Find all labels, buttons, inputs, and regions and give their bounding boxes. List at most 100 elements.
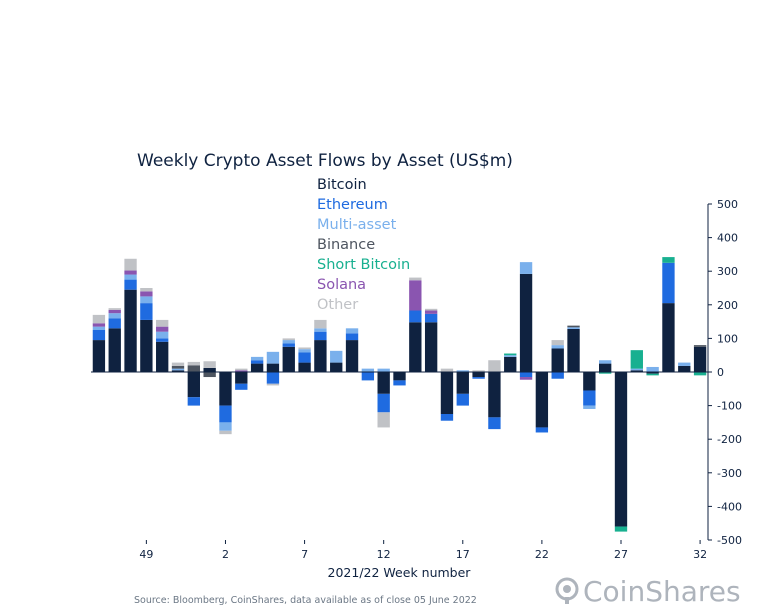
bar-week-4-solana — [140, 291, 153, 297]
bar-week-7-bitcoin — [187, 372, 200, 398]
bar-week-4-other — [140, 288, 153, 292]
y-tick-label: -500 — [717, 534, 742, 547]
bar-week-13-other — [282, 338, 295, 341]
bar-week-22-solana — [424, 310, 438, 314]
bar-week-36-multi-asset — [646, 366, 659, 372]
bar-week-11-ethereum — [250, 360, 264, 364]
bar-week-9-other — [219, 430, 232, 435]
bar-week-30-other — [551, 340, 564, 346]
bar-week-11-multi-asset — [250, 356, 264, 361]
bar-week-20-ethereum — [393, 380, 406, 386]
bar-week-9-ethereum — [219, 405, 232, 423]
bar-week-38-multi-asset — [678, 362, 691, 366]
bar-week-35-bitcoin — [630, 370, 643, 372]
source-note: Source: Bloomberg, CoinShares, data avai… — [134, 595, 477, 606]
bar-week-34-short-bitcoin — [614, 526, 628, 532]
x-axis-title: 2021/22 Week number — [328, 565, 472, 580]
bar-week-5-ethereum — [156, 338, 169, 342]
x-tick-label: 22 — [535, 548, 549, 561]
bar-week-39-binance — [693, 345, 707, 347]
bar-week-15-bitcoin — [314, 340, 327, 372]
bar-week-14-ethereum — [298, 352, 311, 363]
bar-week-9-bitcoin — [219, 372, 232, 406]
bar-week-2-multi-asset — [108, 313, 121, 319]
bar-week-38-bitcoin — [678, 365, 691, 372]
bar-week-8-binance — [203, 372, 216, 378]
bar-week-2-ethereum — [108, 318, 121, 329]
bar-week-37-bitcoin — [662, 303, 675, 372]
bar-week-14-other — [298, 347, 311, 350]
bar-week-33-multi-asset — [599, 360, 612, 364]
x-tick-label: 2 — [222, 548, 229, 561]
bar-week-25-other — [472, 370, 485, 372]
bar-week-39-bitcoin — [693, 346, 707, 372]
bar-week-13-ethereum — [282, 343, 295, 347]
bar-week-23-other — [440, 368, 454, 372]
bar-week-3-ethereum — [124, 279, 137, 290]
bar-week-21-ethereum — [409, 310, 422, 323]
bar-week-7-ethereum — [187, 397, 200, 406]
x-tick-label: 49 — [139, 548, 153, 561]
x-tick-label: 12 — [377, 548, 391, 561]
bar-week-29-ethereum — [535, 427, 549, 433]
bar-week-14-multi-asset — [298, 349, 311, 353]
bar-week-37-short-bitcoin — [662, 257, 675, 263]
x-tick-label: 17 — [456, 548, 470, 561]
legend-item-multi-asset: Multi-asset — [317, 217, 397, 233]
bar-week-25-ethereum — [472, 377, 485, 379]
y-tick-label: -100 — [717, 400, 742, 413]
bar-week-31-binance — [567, 325, 580, 328]
y-tick-label: 400 — [717, 232, 738, 245]
bar-week-6-bitcoin — [171, 370, 185, 372]
bar-week-5-multi-asset — [156, 331, 169, 339]
bar-week-21-bitcoin — [409, 322, 422, 372]
y-tick-label: 500 — [717, 198, 738, 211]
bar-week-8-other — [203, 361, 216, 368]
bar-week-12-other — [266, 383, 280, 386]
bar-week-28-ethereum — [519, 372, 533, 378]
bar-week-2-solana — [108, 309, 121, 314]
bar-week-31-bitcoin — [567, 328, 580, 372]
bar-week-16-multi-asset — [330, 350, 343, 363]
bar-week-10-other — [235, 368, 248, 371]
bar-week-16-bitcoin — [330, 362, 343, 372]
bar-week-28-bitcoin — [519, 273, 533, 372]
bar-week-15-multi-asset — [314, 328, 327, 332]
bar-week-5-other — [156, 319, 169, 327]
bar-week-1-multi-asset — [92, 326, 106, 330]
bar-week-20-bitcoin — [393, 372, 406, 381]
bar-week-23-bitcoin — [440, 372, 454, 414]
legend-item-binance: Binance — [317, 237, 375, 253]
bar-week-19-ethereum — [377, 393, 390, 413]
bar-week-3-multi-asset — [124, 274, 137, 280]
bar-week-27-short-bitcoin — [504, 353, 517, 356]
bar-week-27-multi-asset — [504, 355, 517, 357]
bar-week-30-bitcoin — [551, 348, 564, 372]
bar-week-4-multi-asset — [140, 296, 153, 304]
bar-week-26-other — [488, 360, 501, 372]
bar-week-27-bitcoin — [504, 356, 517, 372]
bar-week-3-other — [124, 258, 137, 271]
legend-item-short-bitcoin: Short Bitcoin — [317, 257, 410, 273]
bar-week-25-bitcoin — [472, 372, 485, 378]
bar-week-35-short-bitcoin — [630, 350, 643, 369]
bar-week-32-ethereum — [583, 390, 596, 406]
bar-layer — [92, 257, 707, 532]
bar-week-36-bitcoin — [646, 372, 659, 374]
bar-week-2-other — [108, 308, 121, 310]
bar-week-10-ethereum — [235, 383, 248, 390]
bar-week-13-bitcoin — [282, 346, 295, 372]
bar-week-3-bitcoin — [124, 289, 137, 372]
bar-week-24-multi-asset — [456, 370, 469, 372]
bar-week-2-bitcoin — [108, 328, 121, 372]
bar-week-4-ethereum — [140, 303, 153, 320]
bar-week-35-multi-asset — [630, 368, 643, 371]
bar-week-33-bitcoin — [599, 363, 612, 372]
bar-week-22-other — [424, 308, 438, 311]
bar-week-1-other — [92, 314, 106, 324]
bar-week-33-short-bitcoin — [599, 372, 612, 374]
bar-week-15-ethereum — [314, 331, 327, 341]
bar-week-24-bitcoin — [456, 372, 469, 394]
y-tick-label: -400 — [717, 500, 742, 513]
